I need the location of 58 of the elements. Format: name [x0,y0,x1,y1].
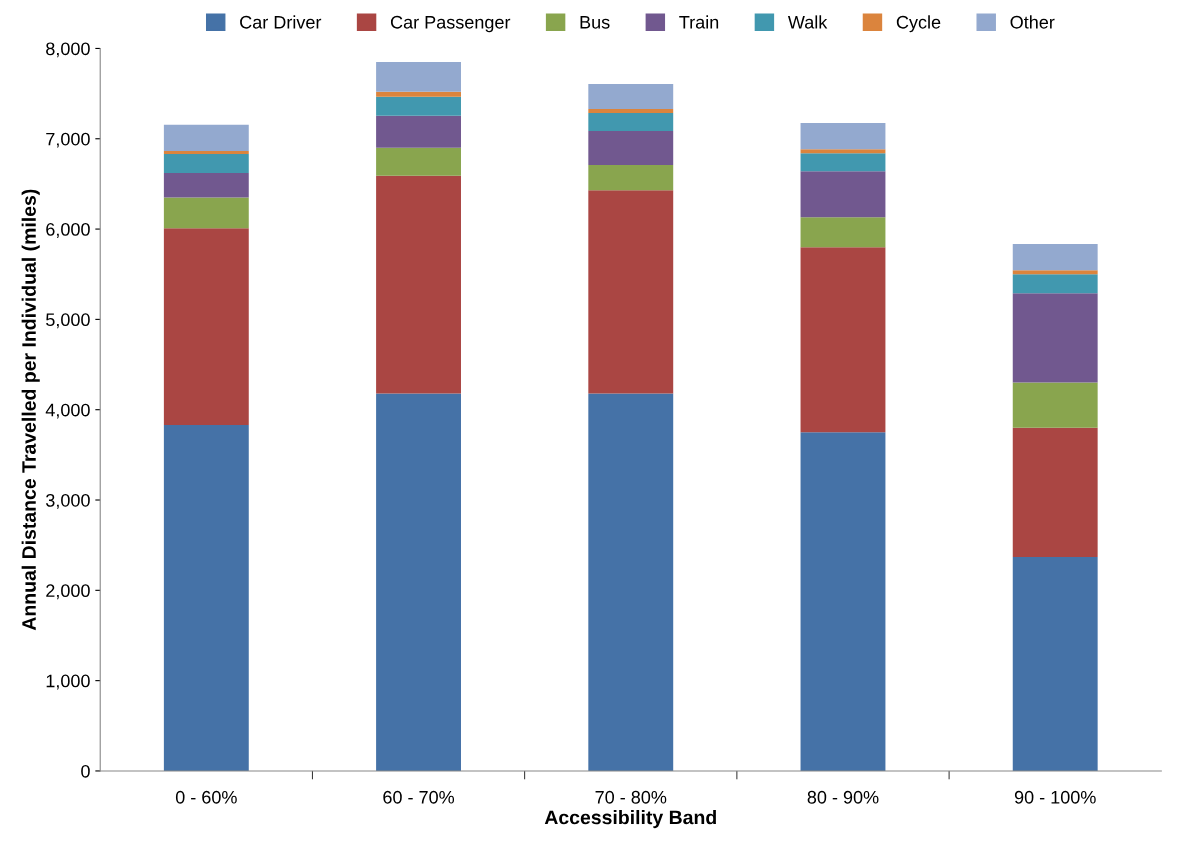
y-tick-label: 1,000 [46,674,90,690]
x-tick-label: 60 - 70% [383,790,455,804]
bar [588,108,674,114]
legend-label: Other [1010,15,1055,29]
y-tick-label: 4,000 [45,403,90,419]
bar [1012,274,1098,294]
bar [376,96,461,116]
legend-label: Bus [580,16,610,29]
bar [163,228,249,426]
x-axis-title: Accessibility Band [544,810,716,829]
bar [800,122,886,150]
bar [163,425,249,771]
bar [1012,270,1098,275]
bar [376,175,461,394]
legend-label: Car Driver [240,15,322,29]
bar [163,173,249,198]
bar [376,147,461,176]
legend-label: Car Passenger [390,15,511,33]
bar [800,217,886,248]
bar [800,432,886,771]
x-tick-label: 0 - 60% [175,790,237,804]
legend-label: Cycle [896,15,941,33]
bar [800,247,886,433]
bar [1012,243,1098,271]
bar [588,393,674,771]
bar [588,131,674,165]
bar [1012,556,1098,771]
bar [800,149,886,154]
bar [163,154,249,174]
bar [588,113,674,132]
y-tick-label: 8,000 [46,42,90,58]
bar [1012,427,1098,557]
y-tick-label: 7,000 [46,132,90,148]
bar [376,91,461,97]
y-axis-title: Annual Distance Travelled per Individual (miles) [21,189,40,631]
bar [1012,382,1098,428]
x-tick-label: 80 - 90% [807,790,879,804]
bar [588,190,674,394]
y-tick-label: 3,000 [46,493,90,509]
bar [163,150,249,155]
x-tick-label: 70 - 80% [595,790,667,804]
y-tick-label: 0 [81,764,90,778]
x-tick-label: 90 - 100% [1014,790,1096,804]
bar [376,115,461,148]
bar [588,84,674,109]
legend-label: Walk [787,15,828,29]
bar [800,153,886,172]
bar [376,393,461,771]
legend-label: Train [679,15,719,29]
bar [163,124,249,151]
y-tick-label: 5,000 [46,313,90,329]
y-tick-label: 2,000 [46,584,90,600]
bar [800,171,886,218]
bar [163,197,249,229]
bar [588,164,674,191]
bar [376,62,461,92]
y-tick-label: 6,000 [46,223,90,238]
bar [1012,293,1098,383]
